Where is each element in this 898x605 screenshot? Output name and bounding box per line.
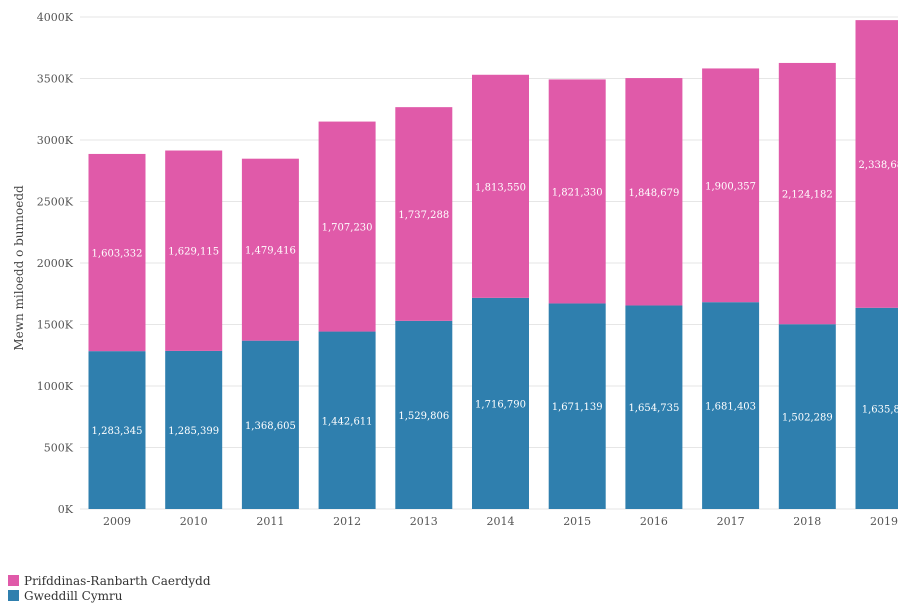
x-tick-label: 2012: [333, 515, 361, 528]
y-tick-label: 500K: [44, 442, 74, 455]
stacked-bar-chart: 0K 500K 1000K 1500K 2000K 2500K 3000K 3500K 4000…: [12, 11, 898, 528]
data-label-rest-of-wales: 1,502,289: [782, 413, 833, 424]
bar-segment-cardiff[interactable]: [548, 79, 606, 304]
data-label-cardiff: 1,629,115: [168, 247, 219, 258]
bar-segment-cardiff[interactable]: [702, 68, 760, 303]
bar-segment-rest-of-wales[interactable]: [241, 340, 299, 509]
bar-segment-rest-of-wales[interactable]: [395, 320, 453, 509]
y-axis-ticks: 0K 500K 1000K 1500K 2000K 2500K 3000K 3500K 4000…: [37, 11, 74, 516]
data-label-rest-of-wales: 1,671,139: [552, 402, 603, 413]
bar-segment-cardiff[interactable]: [778, 62, 836, 325]
y-axis-label: Mewn miloedd o bunnoedd: [12, 185, 26, 351]
x-tick-label: 2011: [256, 515, 284, 528]
x-axis-ticks: 2009 2010 2011 2012 2013 2014 2015 2016 2017 2018…: [103, 515, 898, 528]
y-tick-label: 0K: [58, 503, 74, 516]
bar-segment-rest-of-wales[interactable]: [778, 324, 836, 509]
legend-label-cardiff: Prifddinas-Ranbarth Caerdydd: [24, 573, 211, 588]
y-tick-label: 2500K: [37, 196, 74, 209]
data-label-cardiff: 1,813,550: [475, 182, 526, 193]
x-tick-label: 2016: [640, 515, 668, 528]
x-tick-label: 2019: [870, 515, 898, 528]
data-labels: 1,283,345 1,603,332 1,285,399 1,629,115 1,36…: [92, 160, 898, 437]
bar-segment-rest-of-wales[interactable]: [855, 307, 898, 509]
legend-item-cardiff[interactable]: Prifddinas-Ranbarth Caerdydd: [8, 573, 211, 588]
data-label-rest-of-wales: 1,285,399: [168, 426, 219, 437]
bar-segment-cardiff[interactable]: [395, 107, 453, 321]
data-label-rest-of-wales: 1,716,790: [475, 399, 526, 410]
bar-segment-rest-of-wales[interactable]: [165, 350, 223, 509]
x-tick-label: 2013: [410, 515, 438, 528]
bar-segment-cardiff[interactable]: [625, 78, 683, 306]
x-tick-label: 2014: [487, 515, 515, 528]
data-label-rest-of-wales: 1,283,345: [92, 426, 143, 437]
bars: [88, 20, 898, 509]
data-label-cardiff: 1,848,679: [628, 188, 679, 199]
y-tick-label: 3000K: [37, 134, 74, 147]
data-label-cardiff: 2,124,182: [782, 190, 833, 201]
data-label-cardiff: 1,821,330: [552, 187, 603, 198]
bar-segment-cardiff[interactable]: [241, 158, 299, 341]
data-label-cardiff: 1,900,357: [705, 181, 756, 192]
y-tick-label: 2000K: [37, 257, 74, 270]
legend-swatch-cardiff: [8, 575, 19, 586]
data-label-cardiff: 1,737,288: [398, 210, 449, 221]
x-tick-label: 2018: [793, 515, 821, 528]
bar-segment-rest-of-wales[interactable]: [625, 305, 683, 509]
bar-segment-cardiff[interactable]: [855, 20, 898, 308]
data-label-rest-of-wales: 1,529,806: [398, 411, 449, 422]
bar-segment-cardiff[interactable]: [165, 150, 223, 351]
bar-segment-cardiff[interactable]: [318, 121, 376, 332]
x-tick-label: 2015: [563, 515, 591, 528]
bar-segment-rest-of-wales[interactable]: [702, 302, 760, 509]
x-tick-label: 2010: [180, 515, 208, 528]
bar-segment-rest-of-wales[interactable]: [88, 351, 146, 509]
x-tick-label: 2017: [717, 515, 745, 528]
legend-label-rest-of-wales: Gweddill Cymru: [24, 588, 123, 603]
y-tick-label: 1000K: [37, 380, 74, 393]
data-label-cardiff: 1,479,416: [245, 246, 296, 257]
data-label-cardiff: 2,338,680: [859, 160, 898, 171]
data-label-cardiff: 1,707,230: [322, 223, 373, 234]
y-tick-label: 4000K: [37, 11, 74, 24]
y-tick-label: 3500K: [37, 73, 74, 86]
data-label-rest-of-wales: 1,635,89: [862, 404, 898, 415]
data-label-rest-of-wales: 1,681,403: [705, 402, 756, 413]
data-label-rest-of-wales: 1,654,735: [628, 403, 679, 414]
legend-swatch-rest-of-wales: [8, 590, 19, 601]
bar-segment-rest-of-wales[interactable]: [472, 297, 529, 509]
y-tick-label: 1500K: [37, 319, 74, 332]
bar-segment-rest-of-wales[interactable]: [548, 303, 606, 509]
bar-segment-rest-of-wales[interactable]: [318, 331, 376, 509]
legend: Prifddinas-Ranbarth Caerdydd Gweddill Cy…: [8, 573, 211, 603]
x-tick-label: 2009: [103, 515, 131, 528]
bar-segment-cardiff[interactable]: [88, 153, 146, 352]
data-label-rest-of-wales: 1,442,611: [322, 416, 373, 427]
data-label-rest-of-wales: 1,368,605: [245, 421, 296, 432]
data-label-cardiff: 1,603,332: [92, 249, 143, 260]
bar-segment-cardiff[interactable]: [472, 74, 529, 298]
legend-item-rest-of-wales[interactable]: Gweddill Cymru: [8, 588, 211, 603]
